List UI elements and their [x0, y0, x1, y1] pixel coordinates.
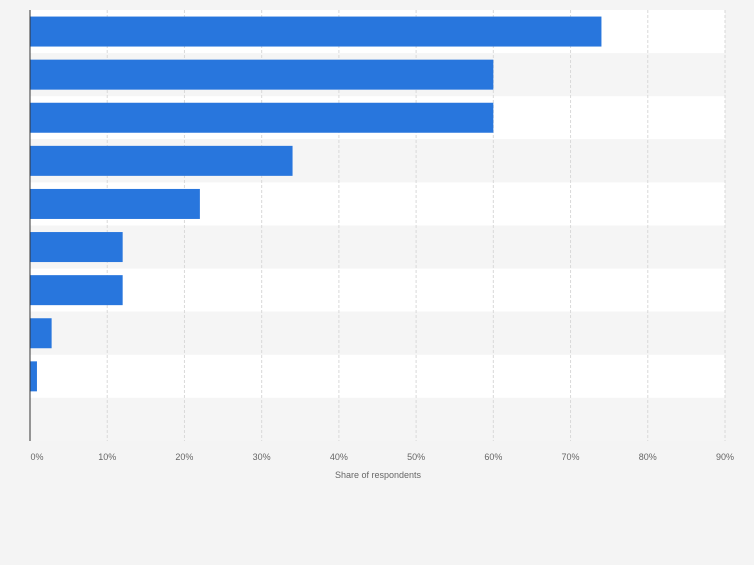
bar[interactable] [30, 16, 602, 47]
row-band [30, 268, 725, 312]
bar[interactable] [30, 361, 37, 392]
x-tick-label: 30% [253, 452, 271, 462]
x-tick-label: 60% [484, 452, 502, 462]
row-band [30, 354, 725, 398]
x-tick-label: 10% [98, 452, 116, 462]
x-tick-labels: 0% 10% 20% 30% 40% 50% 60% 70% 80% 90% [30, 452, 734, 462]
bar[interactable] [30, 59, 494, 90]
bar[interactable] [30, 318, 52, 349]
bar[interactable] [30, 145, 293, 176]
bars [30, 16, 602, 392]
bar[interactable] [30, 232, 123, 263]
row-band [30, 311, 725, 355]
bar[interactable] [30, 275, 123, 306]
bar[interactable] [30, 188, 200, 219]
row-band [30, 225, 725, 269]
x-tick-label: 90% [716, 452, 734, 462]
x-tick-label: 0% [30, 452, 43, 462]
x-tick-label: 50% [407, 452, 425, 462]
bar[interactable] [30, 102, 494, 133]
x-tick-label: 80% [639, 452, 657, 462]
x-tick-label: 20% [175, 452, 193, 462]
x-tick-label: 70% [562, 452, 580, 462]
x-tick-label: 40% [330, 452, 348, 462]
row-band [30, 397, 725, 441]
x-axis-title: Share of respondents [335, 470, 422, 480]
